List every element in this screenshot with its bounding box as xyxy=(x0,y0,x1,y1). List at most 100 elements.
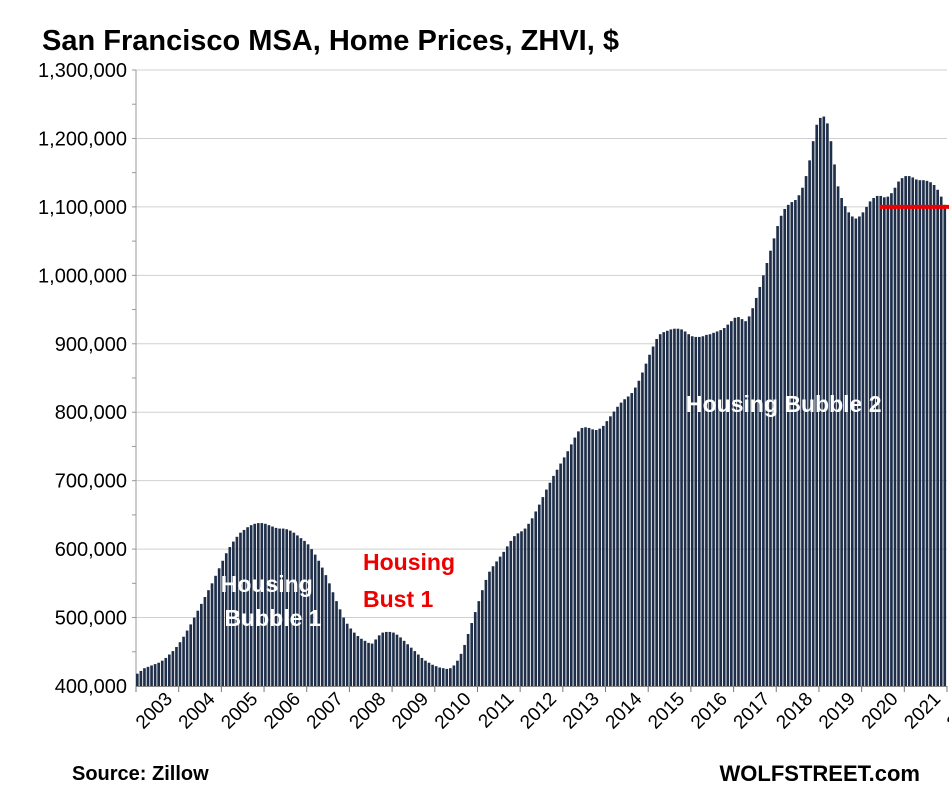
bar xyxy=(833,164,836,686)
bar xyxy=(477,601,481,686)
annotation-bust-1-line-1: Housing xyxy=(363,549,455,575)
bar xyxy=(438,667,442,686)
x-tick-label: 2006 xyxy=(260,689,305,734)
bar xyxy=(548,482,552,686)
bar xyxy=(715,331,719,686)
bar xyxy=(900,178,904,686)
annotation-bubble-1-line-2: Bubble 1 xyxy=(224,605,321,631)
bar xyxy=(320,567,324,686)
bar xyxy=(523,528,527,686)
annotation-bubble-2: Housing Bubble 2 xyxy=(686,391,882,417)
x-tick-label: 2003 xyxy=(132,689,177,734)
y-tick-label: 900,000 xyxy=(55,334,127,356)
bar xyxy=(452,665,456,686)
bar xyxy=(520,531,523,686)
bar xyxy=(541,497,545,686)
bar xyxy=(399,637,402,686)
bar xyxy=(858,216,861,686)
bar xyxy=(577,431,580,686)
bar xyxy=(794,200,797,687)
brand-label: WOLFSTREET.com xyxy=(720,761,920,786)
bar xyxy=(459,653,463,686)
bar xyxy=(292,532,296,686)
x-tick-label: 2018 xyxy=(772,689,817,734)
bar xyxy=(136,673,139,686)
bar xyxy=(203,597,207,686)
bar xyxy=(303,540,306,686)
x-tick-label: 2021 xyxy=(900,689,945,734)
bar xyxy=(694,336,698,686)
bar xyxy=(669,329,673,686)
bar xyxy=(818,117,822,686)
bar xyxy=(648,354,651,686)
bar xyxy=(875,195,879,686)
bar xyxy=(687,334,690,686)
bar xyxy=(381,632,385,686)
x-tick-label: 2017 xyxy=(730,689,775,734)
bar xyxy=(342,617,345,686)
y-tick-label: 500,000 xyxy=(55,608,127,630)
bar xyxy=(356,636,360,686)
bar xyxy=(662,332,666,686)
bar xyxy=(288,530,292,686)
bar xyxy=(655,338,658,686)
bar xyxy=(605,421,609,686)
bar xyxy=(762,275,765,686)
bar xyxy=(861,212,865,687)
bar xyxy=(680,329,683,686)
bar xyxy=(747,316,751,686)
bar xyxy=(264,523,267,686)
bar xyxy=(175,646,178,686)
bar xyxy=(929,182,932,686)
bar xyxy=(630,393,634,686)
bar xyxy=(641,372,644,686)
bar xyxy=(698,336,701,686)
bar xyxy=(221,560,225,686)
bar xyxy=(733,317,737,686)
bar xyxy=(281,528,285,686)
bar xyxy=(790,202,794,686)
bar xyxy=(626,396,630,686)
bar xyxy=(338,609,342,686)
bar xyxy=(168,654,171,686)
bar xyxy=(260,523,264,686)
bar xyxy=(210,583,214,686)
bar xyxy=(598,428,602,686)
bar xyxy=(185,630,189,686)
bar xyxy=(865,206,868,686)
bar xyxy=(413,651,417,686)
bar xyxy=(182,636,185,686)
bar xyxy=(922,180,925,686)
bar xyxy=(456,660,459,686)
bar xyxy=(296,535,299,686)
bar xyxy=(441,668,445,686)
bar xyxy=(826,123,829,686)
bar xyxy=(349,628,353,686)
bar xyxy=(392,632,395,686)
bar xyxy=(484,579,488,686)
bar xyxy=(249,525,253,686)
bar xyxy=(843,206,847,686)
bar xyxy=(498,556,502,686)
bar xyxy=(171,651,175,686)
bar xyxy=(786,204,790,686)
bar xyxy=(388,631,392,686)
y-tick-label: 1,200,000 xyxy=(38,128,127,150)
bar xyxy=(779,215,783,687)
bar xyxy=(936,189,939,686)
bar xyxy=(200,603,203,686)
bar xyxy=(409,647,413,686)
bar xyxy=(164,657,168,686)
bar xyxy=(943,204,947,686)
bar xyxy=(765,263,769,686)
bar xyxy=(726,324,730,686)
bar xyxy=(758,286,762,686)
bar xyxy=(701,336,705,686)
bar xyxy=(328,583,331,686)
bar xyxy=(562,457,566,686)
bar xyxy=(196,610,200,686)
bar xyxy=(719,330,723,686)
bar xyxy=(242,529,246,686)
bar xyxy=(569,444,573,686)
bar xyxy=(306,544,310,686)
